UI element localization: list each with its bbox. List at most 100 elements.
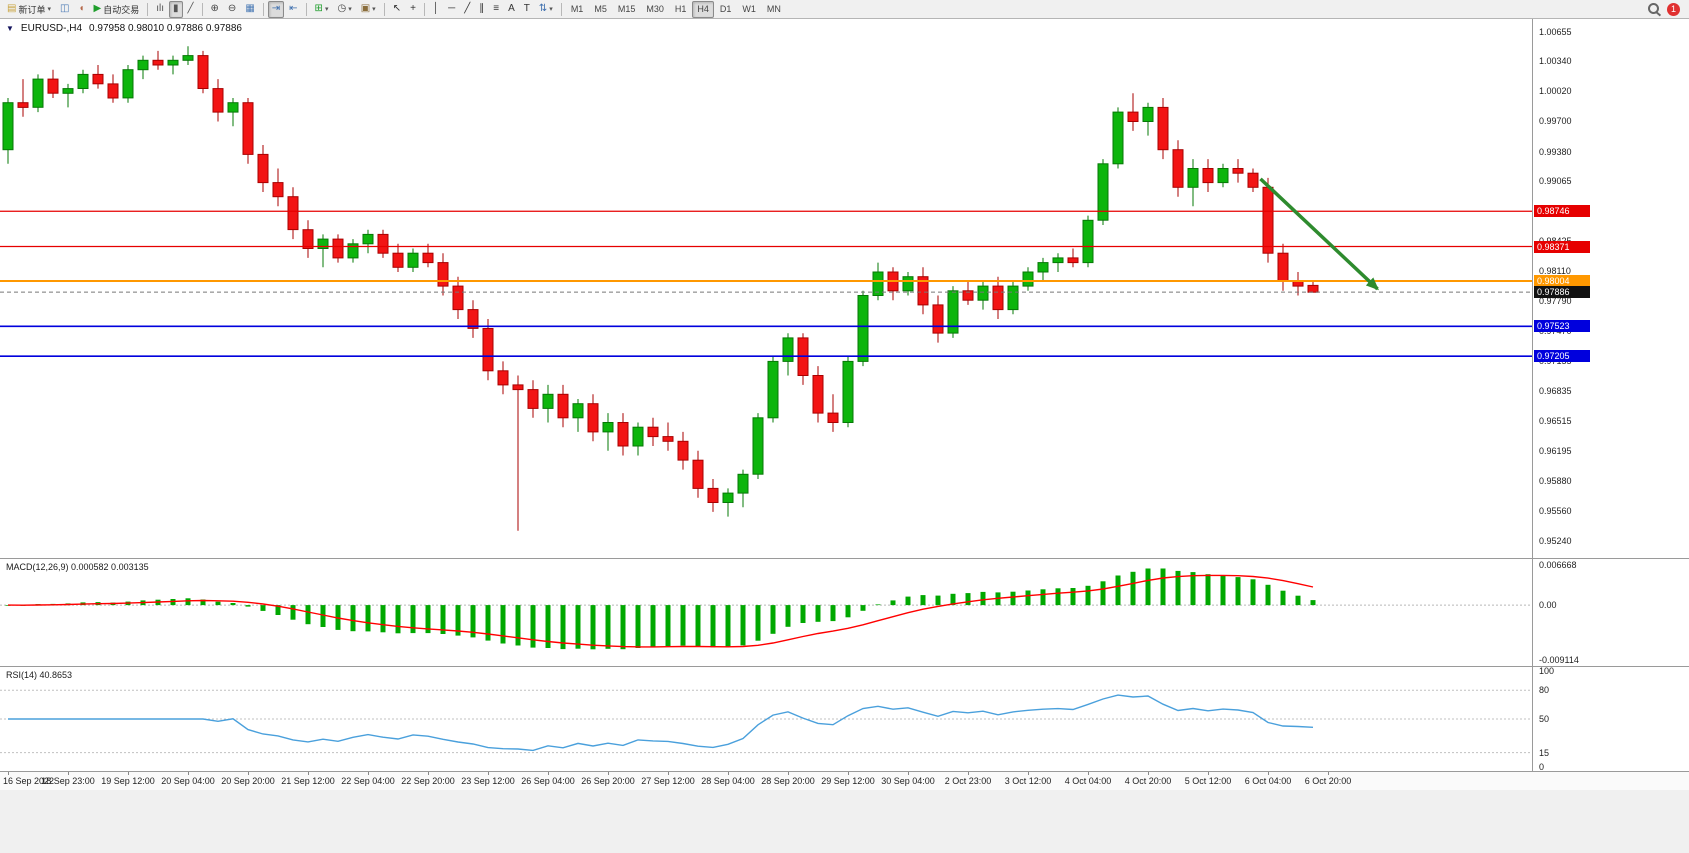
search-button[interactable] bbox=[1644, 1, 1666, 18]
macd-bar bbox=[1220, 575, 1226, 606]
macd-axis-label: -0.009114 bbox=[1539, 655, 1579, 665]
alerts-button[interactable]: ◖ bbox=[74, 1, 88, 18]
time-axis-label: 23 Sep 12:00 bbox=[461, 776, 515, 786]
tile-windows-button[interactable]: ▦ bbox=[241, 1, 258, 18]
candle-body bbox=[917, 276, 929, 306]
trendline-button[interactable]: ╱ bbox=[460, 1, 474, 18]
time-axis-tick bbox=[608, 772, 609, 775]
arrows-button[interactable]: ⇅ ▾ bbox=[535, 1, 557, 18]
price-axis-label: 0.95240 bbox=[1539, 536, 1572, 547]
horizontal-line-button[interactable]: ─ bbox=[444, 1, 459, 18]
price-axis-label: 1.00020 bbox=[1539, 86, 1572, 97]
time-axis-label: 6 Oct 04:00 bbox=[1244, 776, 1292, 786]
chart-shift-icon: ⇤ bbox=[289, 3, 298, 14]
macd-panel-canvas[interactable] bbox=[0, 559, 1532, 666]
candle-body bbox=[362, 233, 374, 245]
macd-bar bbox=[425, 605, 431, 634]
macd-bar bbox=[1310, 600, 1316, 606]
timeframe-h1-button[interactable]: H1 bbox=[670, 1, 692, 18]
crosshair-button[interactable]: + bbox=[406, 1, 420, 18]
candle-body bbox=[167, 59, 179, 66]
text-label-icon: T bbox=[523, 3, 530, 14]
line-chart-mode-button[interactable]: ╱ bbox=[184, 1, 198, 18]
candle-body bbox=[1247, 172, 1259, 188]
rsi-line bbox=[8, 694, 1314, 752]
candle-body bbox=[842, 360, 854, 423]
candle-body bbox=[2, 102, 14, 151]
fibonacci-button[interactable]: ≡ bbox=[489, 1, 503, 18]
candle-body bbox=[392, 252, 404, 268]
cursor-button[interactable]: ↖ bbox=[389, 1, 405, 18]
timeframe-d1-button[interactable]: D1 bbox=[715, 1, 737, 18]
candle-body bbox=[332, 238, 344, 259]
timeframe-m30-button-label: M30 bbox=[646, 4, 664, 14]
price-chart-canvas[interactable] bbox=[0, 18, 1532, 558]
one-click-trading-toggle[interactable]: ▼ bbox=[6, 24, 14, 33]
macd-bar bbox=[545, 605, 551, 648]
macd-panel-divider[interactable] bbox=[0, 558, 1689, 559]
timeframe-m15-button[interactable]: M15 bbox=[613, 1, 641, 18]
time-axis-label: 3 Oct 12:00 bbox=[1004, 776, 1052, 786]
time-axis-label: 20 Sep 20:00 bbox=[221, 776, 275, 786]
vertical-line-button[interactable]: │ bbox=[429, 1, 443, 18]
text-label-button[interactable]: T bbox=[520, 1, 534, 18]
channel-icon: ∥ bbox=[479, 3, 485, 14]
timeframe-m30-button[interactable]: M30 bbox=[641, 1, 669, 18]
chart-shift-button[interactable]: ⇤ bbox=[285, 1, 301, 18]
candle-body bbox=[482, 328, 494, 372]
time-axis-tick bbox=[848, 772, 849, 775]
macd-bar bbox=[1175, 570, 1181, 606]
macd-bar bbox=[1280, 590, 1286, 606]
candle-body bbox=[512, 384, 524, 391]
price-axis-label: 0.96515 bbox=[1539, 416, 1572, 427]
new-order-button[interactable]: ▤ 新订单 ▾ bbox=[3, 1, 55, 18]
candle-body bbox=[197, 55, 209, 89]
timeframe-w1-button[interactable]: W1 bbox=[737, 1, 761, 18]
price-axis-label: 0.95560 bbox=[1539, 505, 1572, 516]
macd-bar bbox=[935, 595, 941, 606]
horizontal-line-icon: ─ bbox=[448, 3, 456, 14]
indicators-button[interactable]: ⊞ ▾ bbox=[311, 1, 333, 18]
channel-button[interactable]: ∥ bbox=[475, 1, 488, 18]
notification-badge[interactable]: 1 bbox=[1667, 2, 1680, 16]
auto-scroll-button[interactable]: ⇥ bbox=[267, 0, 285, 18]
candle-body bbox=[737, 473, 749, 494]
periods-button[interactable]: ◷ ▾ bbox=[333, 1, 355, 18]
rsi-panel-divider[interactable] bbox=[0, 666, 1689, 667]
terminal-button[interactable]: ◫ bbox=[56, 1, 73, 18]
time-axis-tick bbox=[908, 772, 909, 775]
candle-body bbox=[437, 262, 449, 287]
price-axis[interactable]: 1.00655 1.00340 1.00020 0.99700 0.99380 0.990… bbox=[1532, 18, 1689, 772]
macd-panel: MACD(12,26,9) 0.000582 0.003135 bbox=[0, 559, 1532, 666]
timeframe-mn-button[interactable]: MN bbox=[762, 1, 786, 18]
macd-bar bbox=[365, 605, 371, 632]
new-order-button-label: 新订单 bbox=[18, 4, 46, 15]
zoom-in-button[interactable]: ⊕ bbox=[207, 1, 223, 18]
zoom-out-button[interactable]: ⊖ bbox=[224, 1, 240, 18]
time-axis-label: 28 Sep 04:00 bbox=[701, 776, 755, 786]
candle-body bbox=[947, 290, 959, 334]
timeframe-m5-button[interactable]: M5 bbox=[589, 1, 612, 18]
bar-chart-mode-button[interactable]: ılı bbox=[152, 1, 168, 18]
text-button[interactable]: A bbox=[504, 1, 519, 18]
time-axis-tick bbox=[728, 772, 729, 775]
autotrading-button[interactable]: ▶ 自动交易 bbox=[89, 1, 143, 18]
trend-arrow-annotation[interactable] bbox=[1259, 177, 1379, 291]
candlestick-mode-button[interactable]: ▮ bbox=[168, 0, 183, 18]
rsi-panel-canvas[interactable] bbox=[0, 667, 1532, 771]
time-axis[interactable]: 16 Sep 2022 18 Sep 23:00 19 Sep 12:00 20 Se… bbox=[0, 772, 1689, 790]
timeframe-m1-button[interactable]: M1 bbox=[566, 1, 589, 18]
macd-bar bbox=[1295, 595, 1301, 606]
macd-bar bbox=[500, 605, 506, 644]
macd-bar bbox=[965, 593, 971, 606]
candle-body bbox=[47, 78, 59, 94]
chart-ohlc-readout: 0.97958 0.98010 0.97886 0.97886 bbox=[89, 23, 242, 34]
candle-body bbox=[407, 252, 419, 268]
templates-button[interactable]: ▣ ▾ bbox=[357, 1, 380, 18]
timeframe-h4-button[interactable]: H4 bbox=[692, 0, 714, 18]
price-level-label: 0.97205 bbox=[1534, 350, 1590, 363]
rsi-panel: RSI(14) 40.8653 bbox=[0, 667, 1532, 771]
candle-body bbox=[602, 422, 614, 433]
toolbar-separator bbox=[305, 2, 307, 16]
